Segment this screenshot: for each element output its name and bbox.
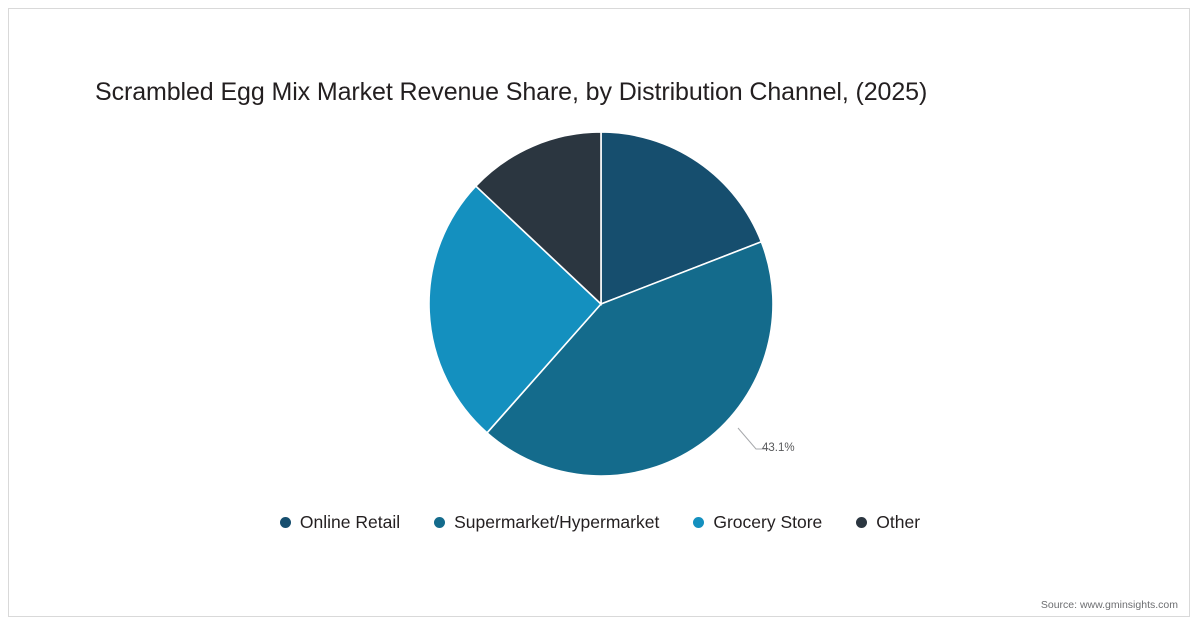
slice-data-label-supermarket: 43.1% xyxy=(762,442,795,454)
source-attribution: Source: www.gminsights.com xyxy=(1040,599,1178,611)
legend-bullet-icon xyxy=(693,517,705,529)
legend-item-label: Other xyxy=(876,512,921,532)
chart-legend: Online Retail Supermarket/Hypermarket Gr… xyxy=(0,512,1200,532)
page-title: Scrambled Egg Mix Market Revenue Share, … xyxy=(95,78,928,106)
legend-item-other[interactable]: Other xyxy=(856,512,921,532)
legend-item-label: Online Retail xyxy=(299,512,401,532)
legend-item-online-retail[interactable]: Online Retail xyxy=(279,512,401,532)
legend-item-grocery-store[interactable]: Grocery Store xyxy=(693,512,823,532)
legend-item-supermarket-hypermarket[interactable]: Supermarket/Hypermarket xyxy=(434,512,660,532)
legend-item-label: Grocery Store xyxy=(713,512,823,532)
legend-item-label: Supermarket/Hypermarket xyxy=(454,512,660,532)
legend-bullet-icon xyxy=(434,517,446,529)
legend-bullet-icon xyxy=(856,517,868,529)
legend-bullet-icon xyxy=(279,517,291,529)
